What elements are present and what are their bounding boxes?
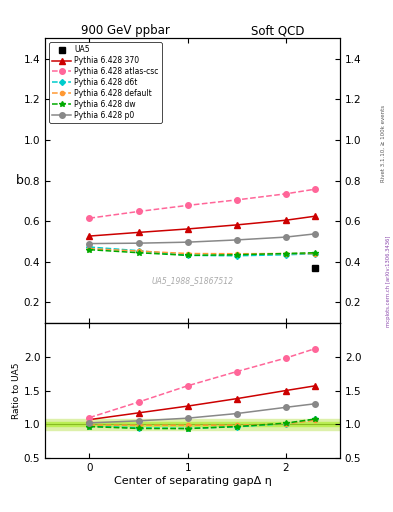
Legend: UA5, Pythia 6.428 370, Pythia 6.428 atlas-csc, Pythia 6.428 d6t, Pythia 6.428 de: UA5, Pythia 6.428 370, Pythia 6.428 atla… (49, 42, 162, 123)
Text: Soft QCD: Soft QCD (251, 24, 305, 37)
Bar (45, 419, 340, 430)
Bar (45, 422, 340, 426)
X-axis label: Center of separating gapΔ η: Center of separating gapΔ η (114, 476, 272, 486)
Text: mcplots.cern.ch [arXiv:1306.3436]: mcplots.cern.ch [arXiv:1306.3436] (386, 236, 391, 327)
Y-axis label: b: b (16, 174, 24, 187)
Text: UA5_1988_S1867512: UA5_1988_S1867512 (152, 275, 233, 285)
Text: Rivet 3.1.10, ≥ 100k events: Rivet 3.1.10, ≥ 100k events (381, 105, 386, 182)
Y-axis label: Ratio to UA5: Ratio to UA5 (12, 362, 21, 419)
Text: 900 GeV ppbar: 900 GeV ppbar (81, 24, 169, 37)
